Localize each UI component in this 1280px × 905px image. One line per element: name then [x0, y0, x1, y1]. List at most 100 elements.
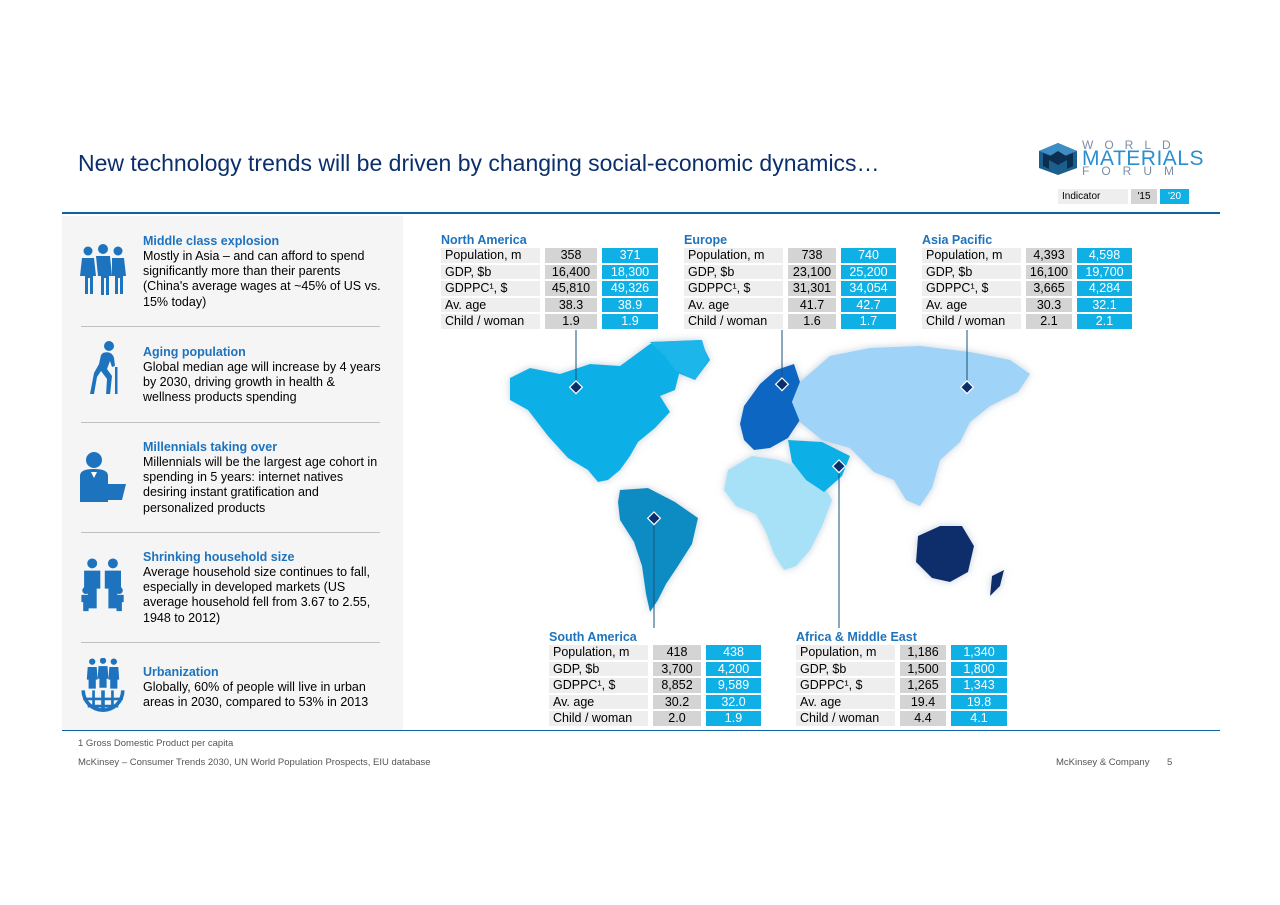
row-label: GDP, $b: [796, 661, 895, 676]
trend-title: Urbanization: [143, 665, 219, 679]
row-label: Child / woman: [684, 314, 783, 329]
map-europe: [740, 364, 800, 450]
trend-household: Shrinking household size Average househo…: [143, 549, 383, 626]
value-2015: 3,700: [653, 661, 701, 676]
aging-icon: [90, 341, 118, 394]
table-row: GDPPC¹, $ 8,852 9,589: [549, 678, 761, 693]
region-title: North America: [441, 233, 527, 247]
value-2020: 32.1: [1077, 297, 1132, 312]
trend-title: Aging population: [143, 345, 246, 359]
trend-aging: Aging population Global median age will …: [143, 344, 383, 406]
company-name: McKinsey & Company: [1056, 757, 1150, 768]
value-2020: 32.0: [706, 694, 761, 709]
value-2020: 1.9: [602, 314, 658, 329]
table-row: GDP, $b 23,100 25,200: [684, 264, 896, 279]
row-label: GDP, $b: [549, 661, 648, 676]
map-australia: [916, 526, 974, 582]
table-row: GDP, $b 16,400 18,300: [441, 264, 658, 279]
trend-title: Millennials taking over: [143, 440, 278, 454]
trend-text: Average household size continues to fall…: [143, 565, 371, 625]
table-row: GDPPC¹, $ 3,665 4,284: [922, 281, 1132, 296]
row-label: Av. age: [684, 297, 783, 312]
table-row: Population, m 1,186 1,340: [796, 645, 1007, 660]
value-2020: 1.9: [706, 711, 761, 726]
row-label: Av. age: [549, 694, 648, 709]
value-2015: 2.1: [1026, 314, 1072, 329]
table-row: Child / woman 2.0 1.9: [549, 711, 761, 726]
table-row: Population, m 4,393 4,598: [922, 248, 1132, 263]
table-row: Child / woman 1.9 1.9: [441, 314, 658, 329]
table-row: Av. age 19.4 19.8: [796, 694, 1007, 709]
row-label: GDPPC¹, $: [549, 678, 648, 693]
region-title: Asia Pacific: [922, 233, 993, 247]
value-2015: 358: [545, 248, 597, 263]
legend: Indicator '15 '20: [1058, 189, 1189, 204]
table-row: GDP, $b 16,100 19,700: [922, 264, 1132, 279]
value-2020: 371: [602, 248, 658, 263]
value-2020: 438: [706, 645, 761, 660]
row-label: GDP, $b: [441, 264, 540, 279]
value-2020: 740: [841, 248, 896, 263]
table-row: Child / woman 1.6 1.7: [684, 314, 896, 329]
row-label: Child / woman: [796, 711, 895, 726]
value-2015: 4.4: [900, 711, 946, 726]
value-2015: 3,665: [1026, 281, 1072, 296]
region-title: Africa & Middle East: [796, 630, 917, 644]
region-africa-middle-east: Africa & Middle East Population, m 1,186 1…: [796, 630, 1007, 728]
region-table: Population, m 738 740 GDP, $b 23,100 25,200 …: [684, 246, 896, 331]
trend-title: Middle class explosion: [143, 234, 280, 248]
trend-text: Globally, 60% of people will live in urb…: [143, 680, 369, 710]
region-north-america: North America Population, m 358 371 GDP, $…: [441, 233, 658, 331]
value-2015: 38.3: [545, 297, 597, 312]
value-2015: 19.4: [900, 694, 946, 709]
row-label: Child / woman: [441, 314, 540, 329]
trend-title: Shrinking household size: [143, 550, 295, 564]
row-label: Child / woman: [922, 314, 1021, 329]
map-middle-east: [788, 440, 850, 492]
value-2015: 1.6: [788, 314, 836, 329]
table-row: Population, m 738 740: [684, 248, 896, 263]
row-label: Population, m: [684, 248, 783, 263]
trend-text: Millennials will be the largest age coho…: [143, 455, 378, 515]
row-label: GDP, $b: [922, 264, 1021, 279]
page-number: 5: [1167, 757, 1173, 768]
value-2020: 42.7: [841, 297, 896, 312]
logo-text-materials: MATERIALS: [1082, 147, 1204, 170]
trend-middle-class: Middle class explosion Mostly in Asia – …: [143, 233, 383, 310]
row-label: GDPPC¹, $: [922, 281, 1021, 296]
logo-cube-icon: [1039, 143, 1077, 175]
value-2020: 2.1: [1077, 314, 1132, 329]
logo-text-forum: FORUM: [1082, 164, 1186, 178]
trend-urbanization: Urbanization Globally, 60% of people wil…: [143, 664, 383, 710]
region-table: Population, m 4,393 4,598 GDP, $b 16,100 19,…: [922, 246, 1132, 331]
value-2015: 2.0: [653, 711, 701, 726]
table-row: Av. age 30.3 32.1: [922, 297, 1132, 312]
value-2020: 49,326: [602, 281, 658, 296]
value-2020: 9,589: [706, 678, 761, 693]
trends-panel: [62, 216, 403, 730]
region-europe: Europe Population, m 738 740 GDP, $b 23,100…: [684, 233, 896, 331]
row-label: GDPPC¹, $: [441, 281, 540, 296]
map-greenland: [650, 340, 708, 380]
row-label: Population, m: [549, 645, 648, 660]
value-2020: 1.7: [841, 314, 896, 329]
millennial-icon: [80, 452, 126, 502]
value-2015: 1,186: [900, 645, 946, 660]
row-label: Av. age: [441, 297, 540, 312]
table-row: Population, m 418 438: [549, 645, 761, 660]
map-africa: [724, 456, 832, 570]
value-2020: 4.1: [951, 711, 1007, 726]
value-2020: 25,200: [841, 264, 896, 279]
world-map: [510, 340, 1030, 612]
row-label: GDP, $b: [684, 264, 783, 279]
value-2020: 19.8: [951, 694, 1007, 709]
value-2020: 4,598: [1077, 248, 1132, 263]
world-materials-forum-logo: WORLD MATERIALS FORUM: [1038, 138, 1208, 178]
table-row: GDP, $b 3,700 4,200: [549, 661, 761, 676]
value-2015: 30.2: [653, 694, 701, 709]
divider: [81, 642, 380, 643]
region-asia-pacific: Asia Pacific Population, m 4,393 4,598 GDP…: [922, 233, 1132, 331]
value-2020: 1,343: [951, 678, 1007, 693]
value-2015: 31,301: [788, 281, 836, 296]
value-2020: 1,340: [951, 645, 1007, 660]
